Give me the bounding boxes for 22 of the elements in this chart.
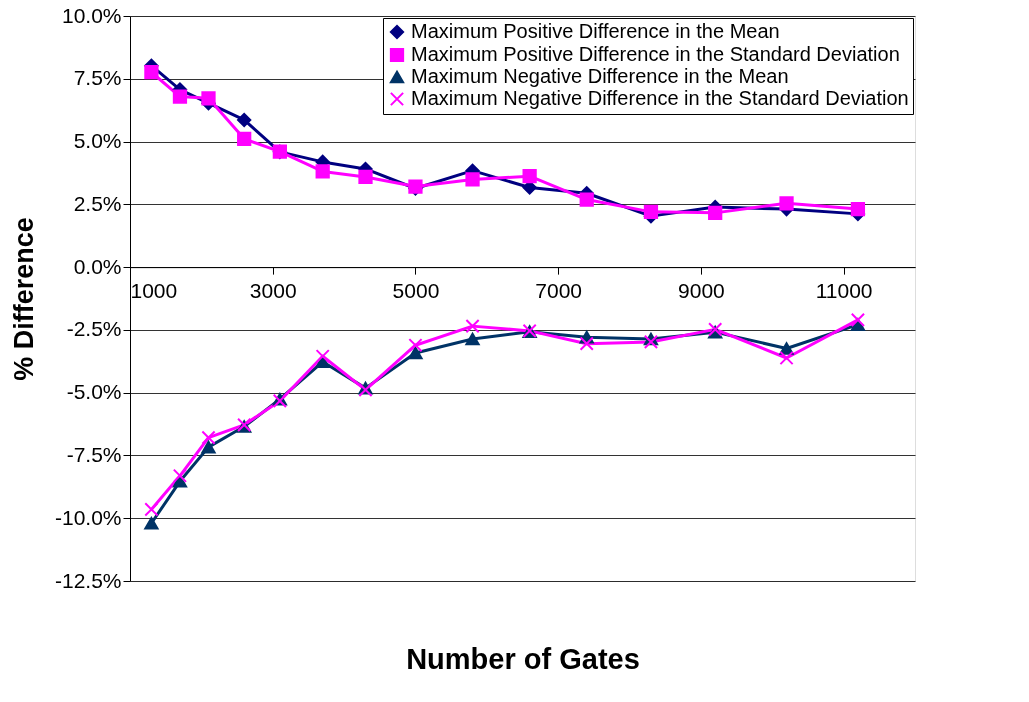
legend-label: Maximum Positive Difference in the Mean	[411, 20, 780, 42]
y-tick-label: -10.0%	[54, 505, 122, 529]
x-tick-label: 11000	[815, 278, 873, 302]
legend-label: Maximum Positive Difference in the Standard Deviation	[411, 43, 900, 65]
y-tick-label: 10.0%	[61, 3, 122, 27]
y-tick-label: -12.5%	[54, 568, 122, 592]
x-tick-label: 9000	[678, 278, 725, 302]
y-tick-label: 0.0%	[73, 254, 122, 278]
y-tick-label: -7.5%	[66, 442, 122, 466]
legend-label: Maximum Negative Difference in the Mean	[411, 65, 789, 87]
y-tick-label: 2.5%	[73, 191, 122, 215]
y-tick-label: 7.5%	[73, 66, 122, 90]
x-tick-label: 7000	[535, 278, 583, 302]
x-tick-label: 5000	[392, 278, 440, 302]
y-tick-label: 5.0%	[73, 129, 122, 153]
y-tick-label: -5.0%	[66, 380, 122, 404]
x-tick-label: 1000	[130, 278, 178, 302]
x-tick-label: 3000	[249, 278, 297, 302]
x-axis-title: Number of Gates	[406, 642, 640, 675]
y-tick-label: -2.5%	[66, 317, 122, 341]
legend-label: Maximum Negative Difference in the Standard Deviation	[411, 87, 909, 109]
y-axis-title: % Difference	[8, 217, 39, 381]
